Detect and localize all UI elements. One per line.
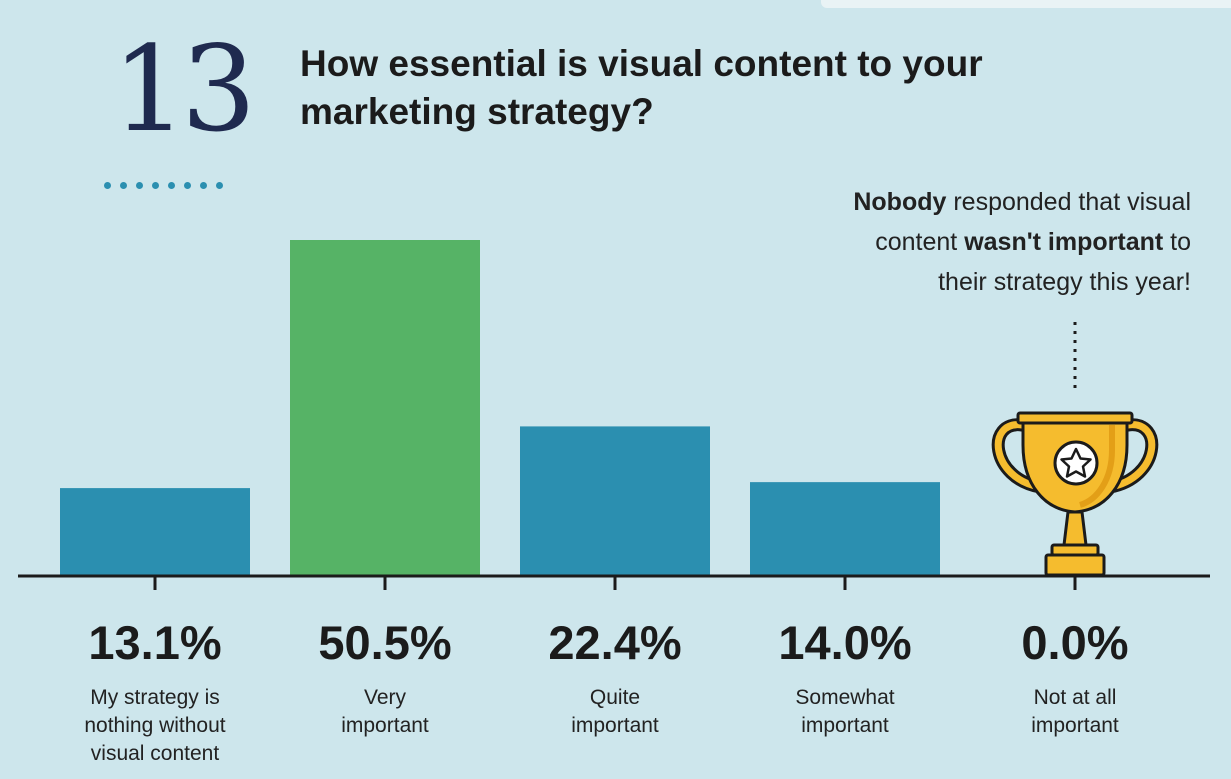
divider-dot: [168, 182, 175, 189]
annotation-note: Nobody responded that visual content was…: [731, 182, 1191, 302]
title-line-2: marketing strategy?: [300, 91, 654, 132]
bar-0: [60, 488, 250, 575]
category-label-line: nothing without: [84, 714, 226, 737]
note-text: to: [1163, 228, 1191, 256]
category-label: Not at all important: [965, 684, 1185, 740]
note-line-3: their strategy this year!: [938, 268, 1191, 296]
category-label: Quite important: [505, 684, 725, 740]
chart-title: How essential is visual content to your …: [300, 40, 1060, 136]
category-label-line: Not at all: [1033, 686, 1117, 709]
note-line-2: content wasn't important to: [731, 222, 1191, 262]
divider-dot: [120, 182, 127, 189]
category-label-line: Quite: [589, 686, 641, 709]
note-bold-nobody: Nobody: [853, 188, 947, 216]
divider-dot: [104, 182, 111, 189]
value-label: 13.1%: [88, 616, 222, 669]
divider-dot: [152, 182, 159, 189]
category-label: Very important: [275, 684, 495, 740]
ticks-group: [153, 576, 1077, 590]
trophy-icon: [991, 411, 1159, 577]
value-label: 14.0%: [778, 616, 912, 669]
category-label-line: visual content: [90, 742, 220, 765]
divider-dot: [216, 182, 223, 189]
category-label: Somewhat important: [735, 684, 955, 740]
category-label: My strategy is nothing without visual cont…: [45, 684, 265, 768]
note-text: responded that visual: [946, 188, 1191, 216]
bar-2: [520, 426, 710, 575]
divider-dot: [136, 182, 143, 189]
value-label: 0.0%: [1021, 616, 1129, 669]
category-label-line: important: [341, 714, 429, 737]
divider-dot: [184, 182, 191, 189]
dots-divider: [104, 182, 223, 189]
divider-dot: [200, 182, 207, 189]
category-label-line: important: [1031, 714, 1119, 737]
note-text: content: [875, 228, 965, 256]
bar-1: [290, 240, 480, 575]
note-bold-not-important: wasn't important: [964, 228, 1164, 256]
category-label-line: Very: [363, 686, 407, 709]
bar-3: [750, 482, 940, 575]
category-label-line: My strategy is: [90, 686, 220, 709]
corner-tab: [821, 0, 1231, 8]
note-line-1: Nobody responded that visual: [731, 182, 1191, 222]
category-label-line: important: [571, 714, 659, 737]
category-label-line: important: [801, 714, 889, 737]
value-label: 22.4%: [548, 616, 682, 669]
category-label-line: Somewhat: [795, 686, 895, 709]
title-line-1: How essential is visual content to your: [300, 43, 983, 84]
bars-group: [60, 240, 940, 575]
value-label: 50.5%: [318, 616, 452, 669]
question-number: 13: [112, 20, 256, 158]
